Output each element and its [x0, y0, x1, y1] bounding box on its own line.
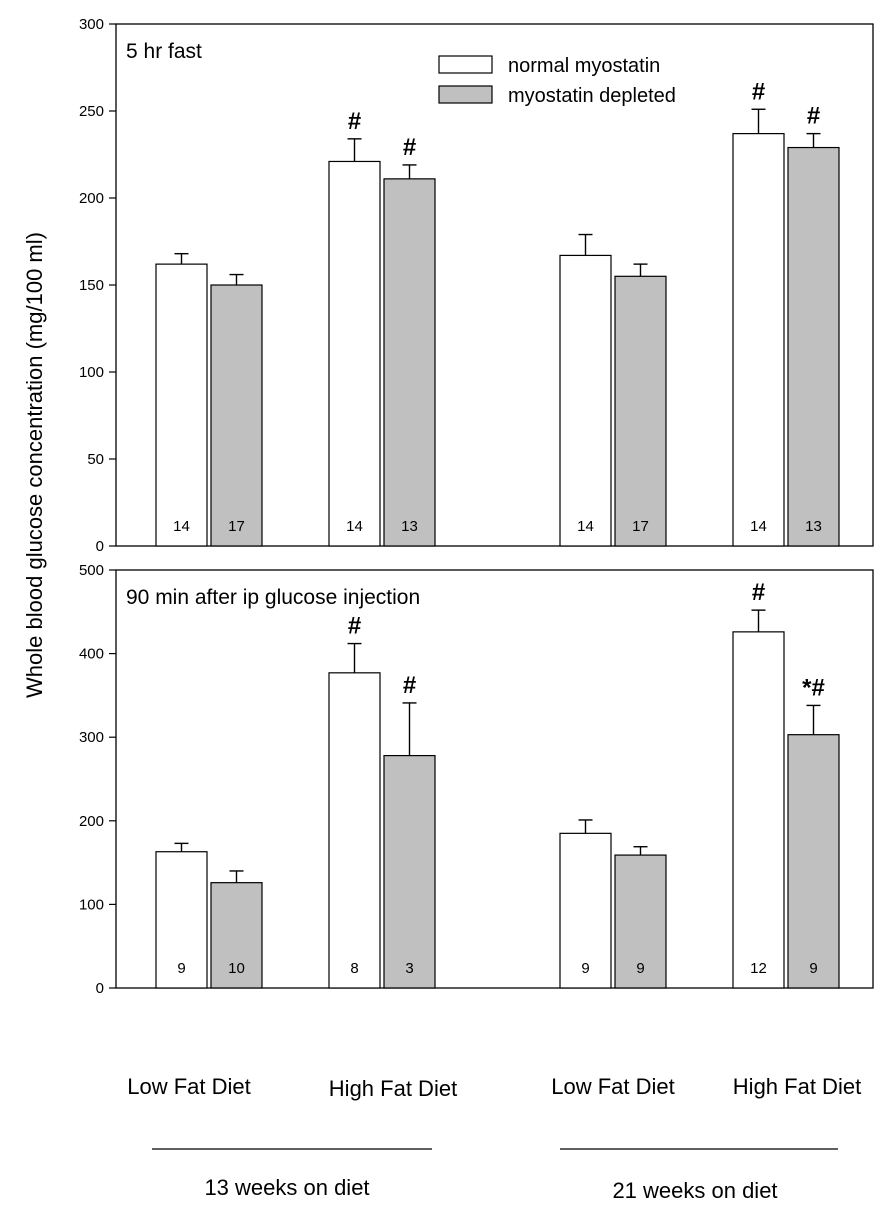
- significance-mark: #: [348, 613, 361, 640]
- significance-mark: #: [752, 78, 765, 105]
- significance-mark: *#: [802, 674, 825, 701]
- y-tick-label: 400: [79, 646, 104, 663]
- legend-label-normal-myostatin: normal myostatin: [508, 55, 660, 77]
- sample-count: 13: [805, 518, 822, 535]
- y-tick-label: 300: [79, 729, 104, 746]
- legend-label-myostatin-depleted: myostatin depleted: [508, 85, 676, 107]
- sample-count: 17: [228, 518, 245, 535]
- significance-mark: #: [752, 579, 765, 606]
- panel-2: 0 100 200 300 400 500 90 min after ip glucose …: [79, 562, 874, 997]
- significance-mark: #: [403, 672, 416, 699]
- bar-normal-myostatin: [328, 160, 381, 547]
- category-label-low-fat-21wk: Low Fat Diet: [551, 1074, 675, 1099]
- sample-count: 3: [405, 960, 413, 977]
- bar-myostatin-depleted: [787, 146, 840, 547]
- y-axis-label: Whole blood glucose concentration (mg/10…: [22, 232, 47, 698]
- category-label-low-fat-13wk: Low Fat Diet: [127, 1074, 251, 1099]
- bar-normal-myostatin: [732, 631, 785, 989]
- bar-normal-myostatin: [559, 832, 612, 989]
- y-tick-label: 200: [79, 813, 104, 830]
- plot-frame: [115, 569, 874, 989]
- panel-title: 5 hr fast: [126, 40, 202, 63]
- y-tick-label: 50: [87, 451, 104, 468]
- significance-mark: #: [348, 108, 361, 135]
- sample-count: 9: [636, 960, 644, 977]
- legend: normal myostatin myostatin depleted: [438, 55, 676, 107]
- sample-count: 9: [177, 960, 185, 977]
- panel-1: 0 50 100 150 200 250 300 5 hr fast 14 14 #14 14 #17 1…: [79, 16, 874, 555]
- bar-myostatin-depleted: [383, 754, 436, 989]
- bar-myostatin-depleted: [383, 178, 436, 547]
- sample-count: 13: [401, 518, 418, 535]
- group-label-21wk: 21 weeks on diet: [612, 1178, 777, 1203]
- y-tick-label: 200: [79, 190, 104, 207]
- y-tick-label: 150: [79, 277, 104, 294]
- bar-myostatin-depleted: [210, 284, 263, 547]
- bar-myostatin-depleted: [787, 734, 840, 989]
- legend-swatch-myostatin-depleted: [438, 85, 493, 104]
- sample-count: 12: [750, 960, 767, 977]
- panel-title: 90 min after ip glucose injection: [126, 586, 420, 609]
- significance-mark: #: [403, 134, 416, 161]
- category-label-high-fat-13wk: High Fat Diet: [329, 1076, 457, 1101]
- significance-mark: #: [807, 103, 820, 130]
- y-tick-label: 0: [96, 980, 104, 997]
- sample-count: 9: [581, 960, 589, 977]
- legend-swatch-normal-myostatin: [438, 55, 493, 74]
- bar-myostatin-depleted: [210, 882, 263, 989]
- sample-count: 8: [350, 960, 358, 977]
- bar-normal-myostatin: [732, 133, 785, 547]
- sample-count: 14: [750, 518, 767, 535]
- sample-count: 14: [577, 518, 594, 535]
- y-tick-label: 250: [79, 103, 104, 120]
- sample-count: 17: [632, 518, 649, 535]
- bar-normal-myostatin: [559, 254, 612, 547]
- category-labels: Low Fat Diet High Fat Diet Low Fat Diet …: [127, 1074, 861, 1101]
- y-tick-label: 500: [79, 562, 104, 579]
- bar-normal-myostatin: [155, 263, 208, 547]
- bar-myostatin-depleted: [614, 275, 667, 547]
- y-tick-label: 0: [96, 538, 104, 555]
- y-tick-label: 300: [79, 16, 104, 33]
- bar-myostatin-depleted: [614, 854, 667, 989]
- y-tick-label: 100: [79, 364, 104, 381]
- category-label-high-fat-21wk: High Fat Diet: [733, 1074, 861, 1099]
- group-label-13wk: 13 weeks on diet: [204, 1175, 369, 1200]
- y-tick-label: 100: [79, 896, 104, 913]
- sample-count: 9: [809, 960, 817, 977]
- sample-count: 14: [346, 518, 363, 535]
- bar-normal-myostatin: [328, 672, 381, 989]
- sample-count: 14: [173, 518, 190, 535]
- sample-count: 10: [228, 960, 245, 977]
